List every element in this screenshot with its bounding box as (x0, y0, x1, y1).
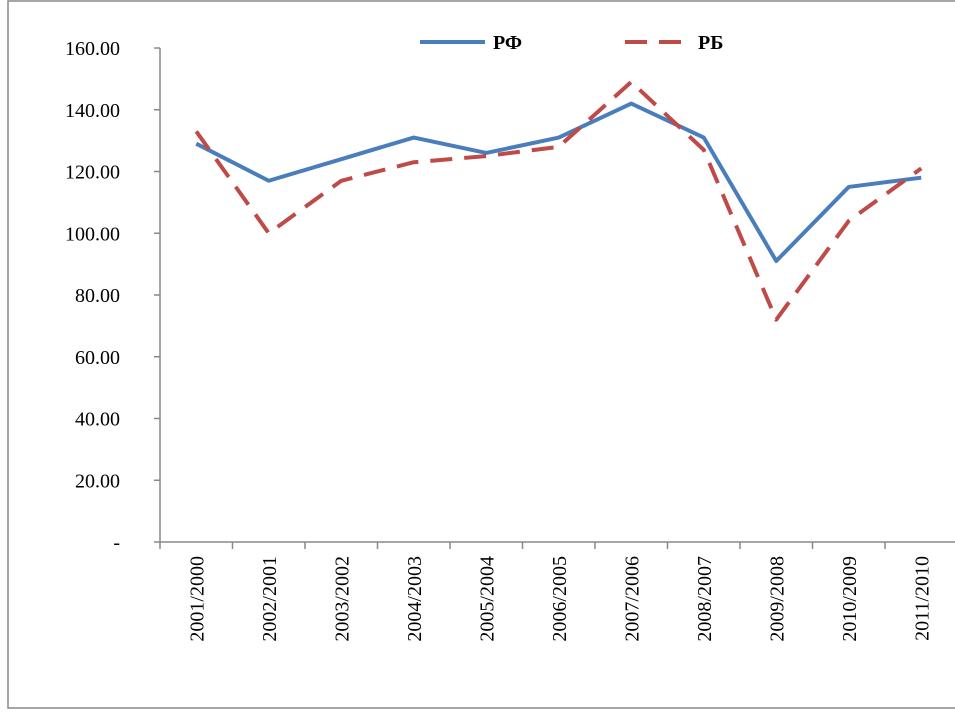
x-tick-label: 2010/2009 (839, 556, 861, 642)
y-tick-label: 80.00 (75, 285, 120, 307)
series-line (194, 79, 923, 322)
series-line (195, 101, 922, 264)
y-tick-label: 100.00 (65, 223, 120, 245)
y-tick-label: 60.00 (75, 347, 120, 369)
y-tick-label: 20.00 (75, 470, 120, 492)
x-tick-label: 2008/2007 (694, 556, 716, 642)
x-tick-label: 2001/2000 (186, 556, 208, 642)
y-tick-label: 40.00 (75, 409, 120, 431)
x-tick-label: 2007/2006 (621, 556, 643, 642)
x-tick-label: 2009/2008 (766, 556, 788, 642)
y-tick-label: 160.00 (65, 38, 120, 60)
legend-label: РБ (698, 32, 723, 54)
y-tick-label: 120.00 (65, 162, 120, 184)
y-tick-label: - (113, 532, 120, 554)
x-tick-label: 2005/2004 (476, 556, 498, 642)
x-tick-label: 2011/2010 (911, 556, 933, 641)
y-tick-label: 140.00 (65, 100, 120, 122)
legend-label: РФ (493, 32, 522, 54)
x-tick-label: 2003/2002 (331, 556, 353, 642)
frame (7, 0, 955, 709)
x-tick-label: 2004/2003 (404, 556, 426, 642)
x-tick-label: 2006/2005 (549, 556, 571, 642)
x-tick-label: 2002/2001 (259, 556, 281, 642)
